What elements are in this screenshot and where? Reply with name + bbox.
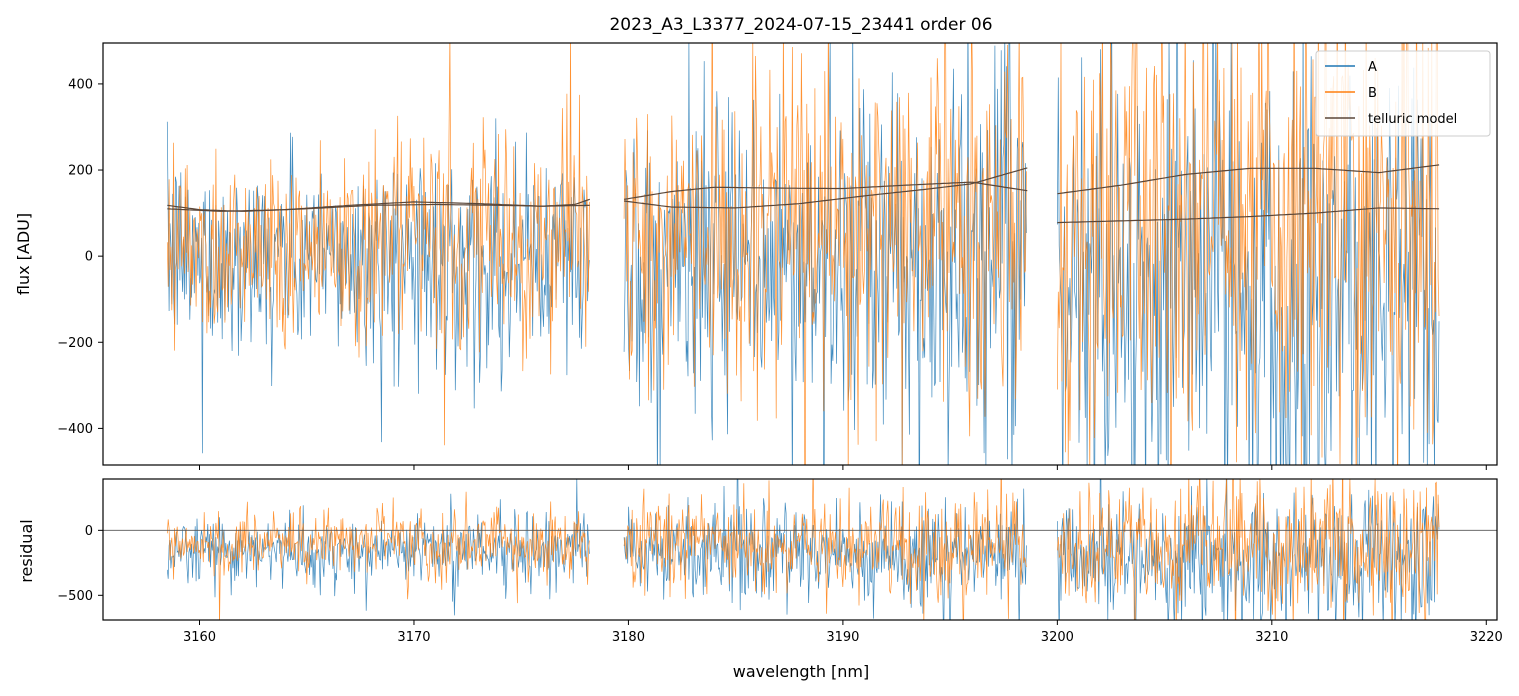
bottom-panel-frame: [102, 478, 1498, 621]
bottom-x-tick-label: 3160: [183, 630, 216, 645]
top-y-tick-label: 200: [68, 164, 93, 179]
legend: A B telluric model: [1315, 50, 1491, 137]
bottom-y-tick-label: −500: [57, 589, 93, 604]
bottom-x-tick-label: 3210: [1255, 630, 1288, 645]
top-telluric-model-curve-3: [624, 167, 1028, 209]
bottom-x-tick-label: 3190: [826, 630, 859, 645]
bottom-x-tick-label: 3170: [397, 630, 430, 645]
bottom-panel: −500 0 3160 3170 3180 3190 3200 3210 3220 residu…: [17, 478, 1503, 681]
top-plot-area: [166, 43, 1440, 465]
bottom-series-a-segment-1: [166, 479, 590, 616]
bottom-series-b-segment-1: [166, 491, 590, 620]
bottom-series-b-segment-3: [1057, 479, 1440, 620]
bottom-y-tick-label: 0: [85, 524, 93, 539]
top-panel: −400 −200 0 200 400 flux [ADU] A B telluric …: [14, 42, 1498, 470]
top-panel-frame: [102, 42, 1498, 466]
top-telluric-model-curve-4: [624, 181, 1028, 200]
bottom-y-axis-label: residual: [17, 519, 36, 582]
chart-title: 2023_A3_L3377_2024-07-15_23441 order 06: [609, 15, 992, 35]
top-telluric-model-curve-6: [1057, 207, 1440, 224]
bottom-x-tick-label: 3220: [1470, 630, 1503, 645]
top-y-tick-label: −200: [57, 336, 93, 351]
bottom-x-tick-label: 3180: [612, 630, 645, 645]
top-telluric-model-curve-5: [1057, 164, 1440, 195]
x-axis-label: wavelength [nm]: [733, 662, 870, 681]
top-y-tick-label: −400: [57, 422, 93, 437]
bottom-x-tick-label: 3200: [1041, 630, 1074, 645]
top-y-tick-label: 0: [85, 250, 93, 265]
bottom-plot-area: [103, 479, 1497, 620]
top-telluric-model-curve-2: [167, 198, 590, 212]
legend-box: [1315, 50, 1491, 137]
bottom-axes: −500 0 3160 3170 3180 3190 3200 3210 3220: [57, 524, 1503, 645]
top-series-a-segment-1: [166, 118, 590, 454]
bottom-series-b-segment-2: [623, 479, 1027, 620]
top-series-b-segment-2: [623, 43, 1027, 465]
top-y-tick-label: 400: [68, 77, 93, 92]
legend-label-telluric: telluric model: [1368, 112, 1457, 127]
top-series-b-segment-1: [166, 43, 590, 446]
top-y-axis-label: flux [ADU]: [14, 213, 33, 295]
top-series-a-segment-3: [1057, 43, 1440, 465]
legend-label-b: B: [1368, 86, 1377, 101]
top-axes: −400 −200 0 200 400: [57, 77, 1487, 470]
legend-label-a: A: [1368, 60, 1377, 75]
